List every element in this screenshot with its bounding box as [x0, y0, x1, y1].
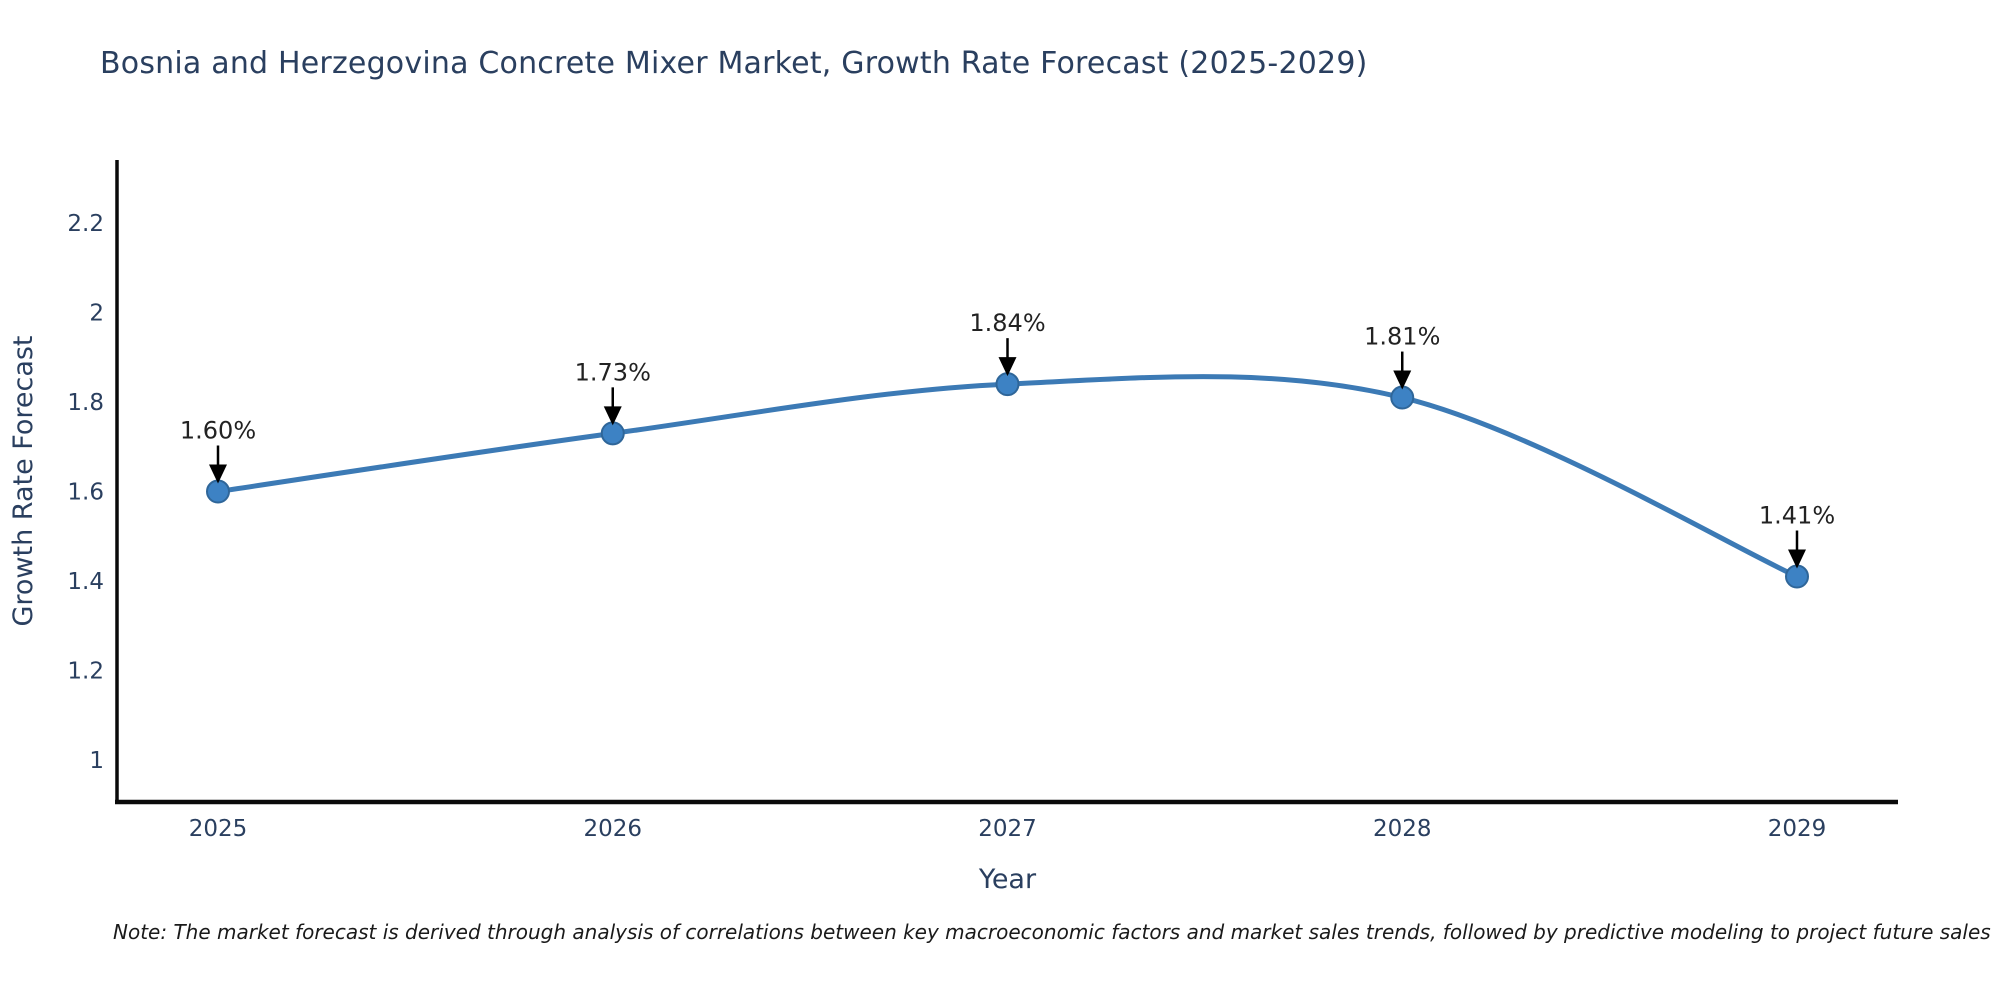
annotation-arrowhead: [1788, 549, 1806, 569]
annotation-label: 1.60%: [180, 417, 256, 445]
chart-title: Bosnia and Herzegovina Concrete Mixer Ma…: [100, 46, 1368, 81]
y-tick-label: 1.8: [67, 390, 104, 416]
annotation-arrowhead: [1393, 370, 1412, 390]
data-point-marker: [600, 421, 625, 446]
y-tick-label: 1.4: [67, 569, 104, 595]
y-axis-title: Growth Rate Forecast: [8, 335, 39, 626]
x-tick-label: 2026: [583, 816, 642, 842]
x-tick-label: 2028: [1373, 816, 1432, 842]
annotation-label: 1.73%: [575, 358, 651, 386]
data-point-marker: [1390, 385, 1415, 410]
annotation-arrowhead: [998, 357, 1017, 377]
y-tick-label: 1.6: [67, 480, 104, 506]
x-tick-label: 2025: [189, 816, 248, 842]
y-tick-label: 1: [89, 748, 104, 774]
annotation-label: 1.41%: [1759, 502, 1835, 530]
data-point-marker: [995, 372, 1020, 397]
x-tick-label: 2029: [1768, 816, 1827, 842]
x-tick-label: 2027: [978, 816, 1037, 842]
data-point-marker: [1785, 564, 1809, 589]
y-tick-label: 2.2: [67, 211, 104, 237]
annotation-label: 1.84%: [969, 309, 1045, 337]
x-axis-title: Year: [978, 864, 1037, 895]
annotation-arrowhead: [209, 464, 227, 484]
trend-line: [215, 374, 1800, 579]
footnote: Note: The market forecast is derived thr…: [113, 920, 1991, 944]
data-point-marker: [206, 479, 230, 504]
annotation-arrowhead: [603, 406, 622, 426]
y-tick-label: 2: [89, 301, 104, 327]
annotation-label: 1.81%: [1364, 323, 1440, 351]
y-tick-label: 1.2: [67, 658, 104, 684]
